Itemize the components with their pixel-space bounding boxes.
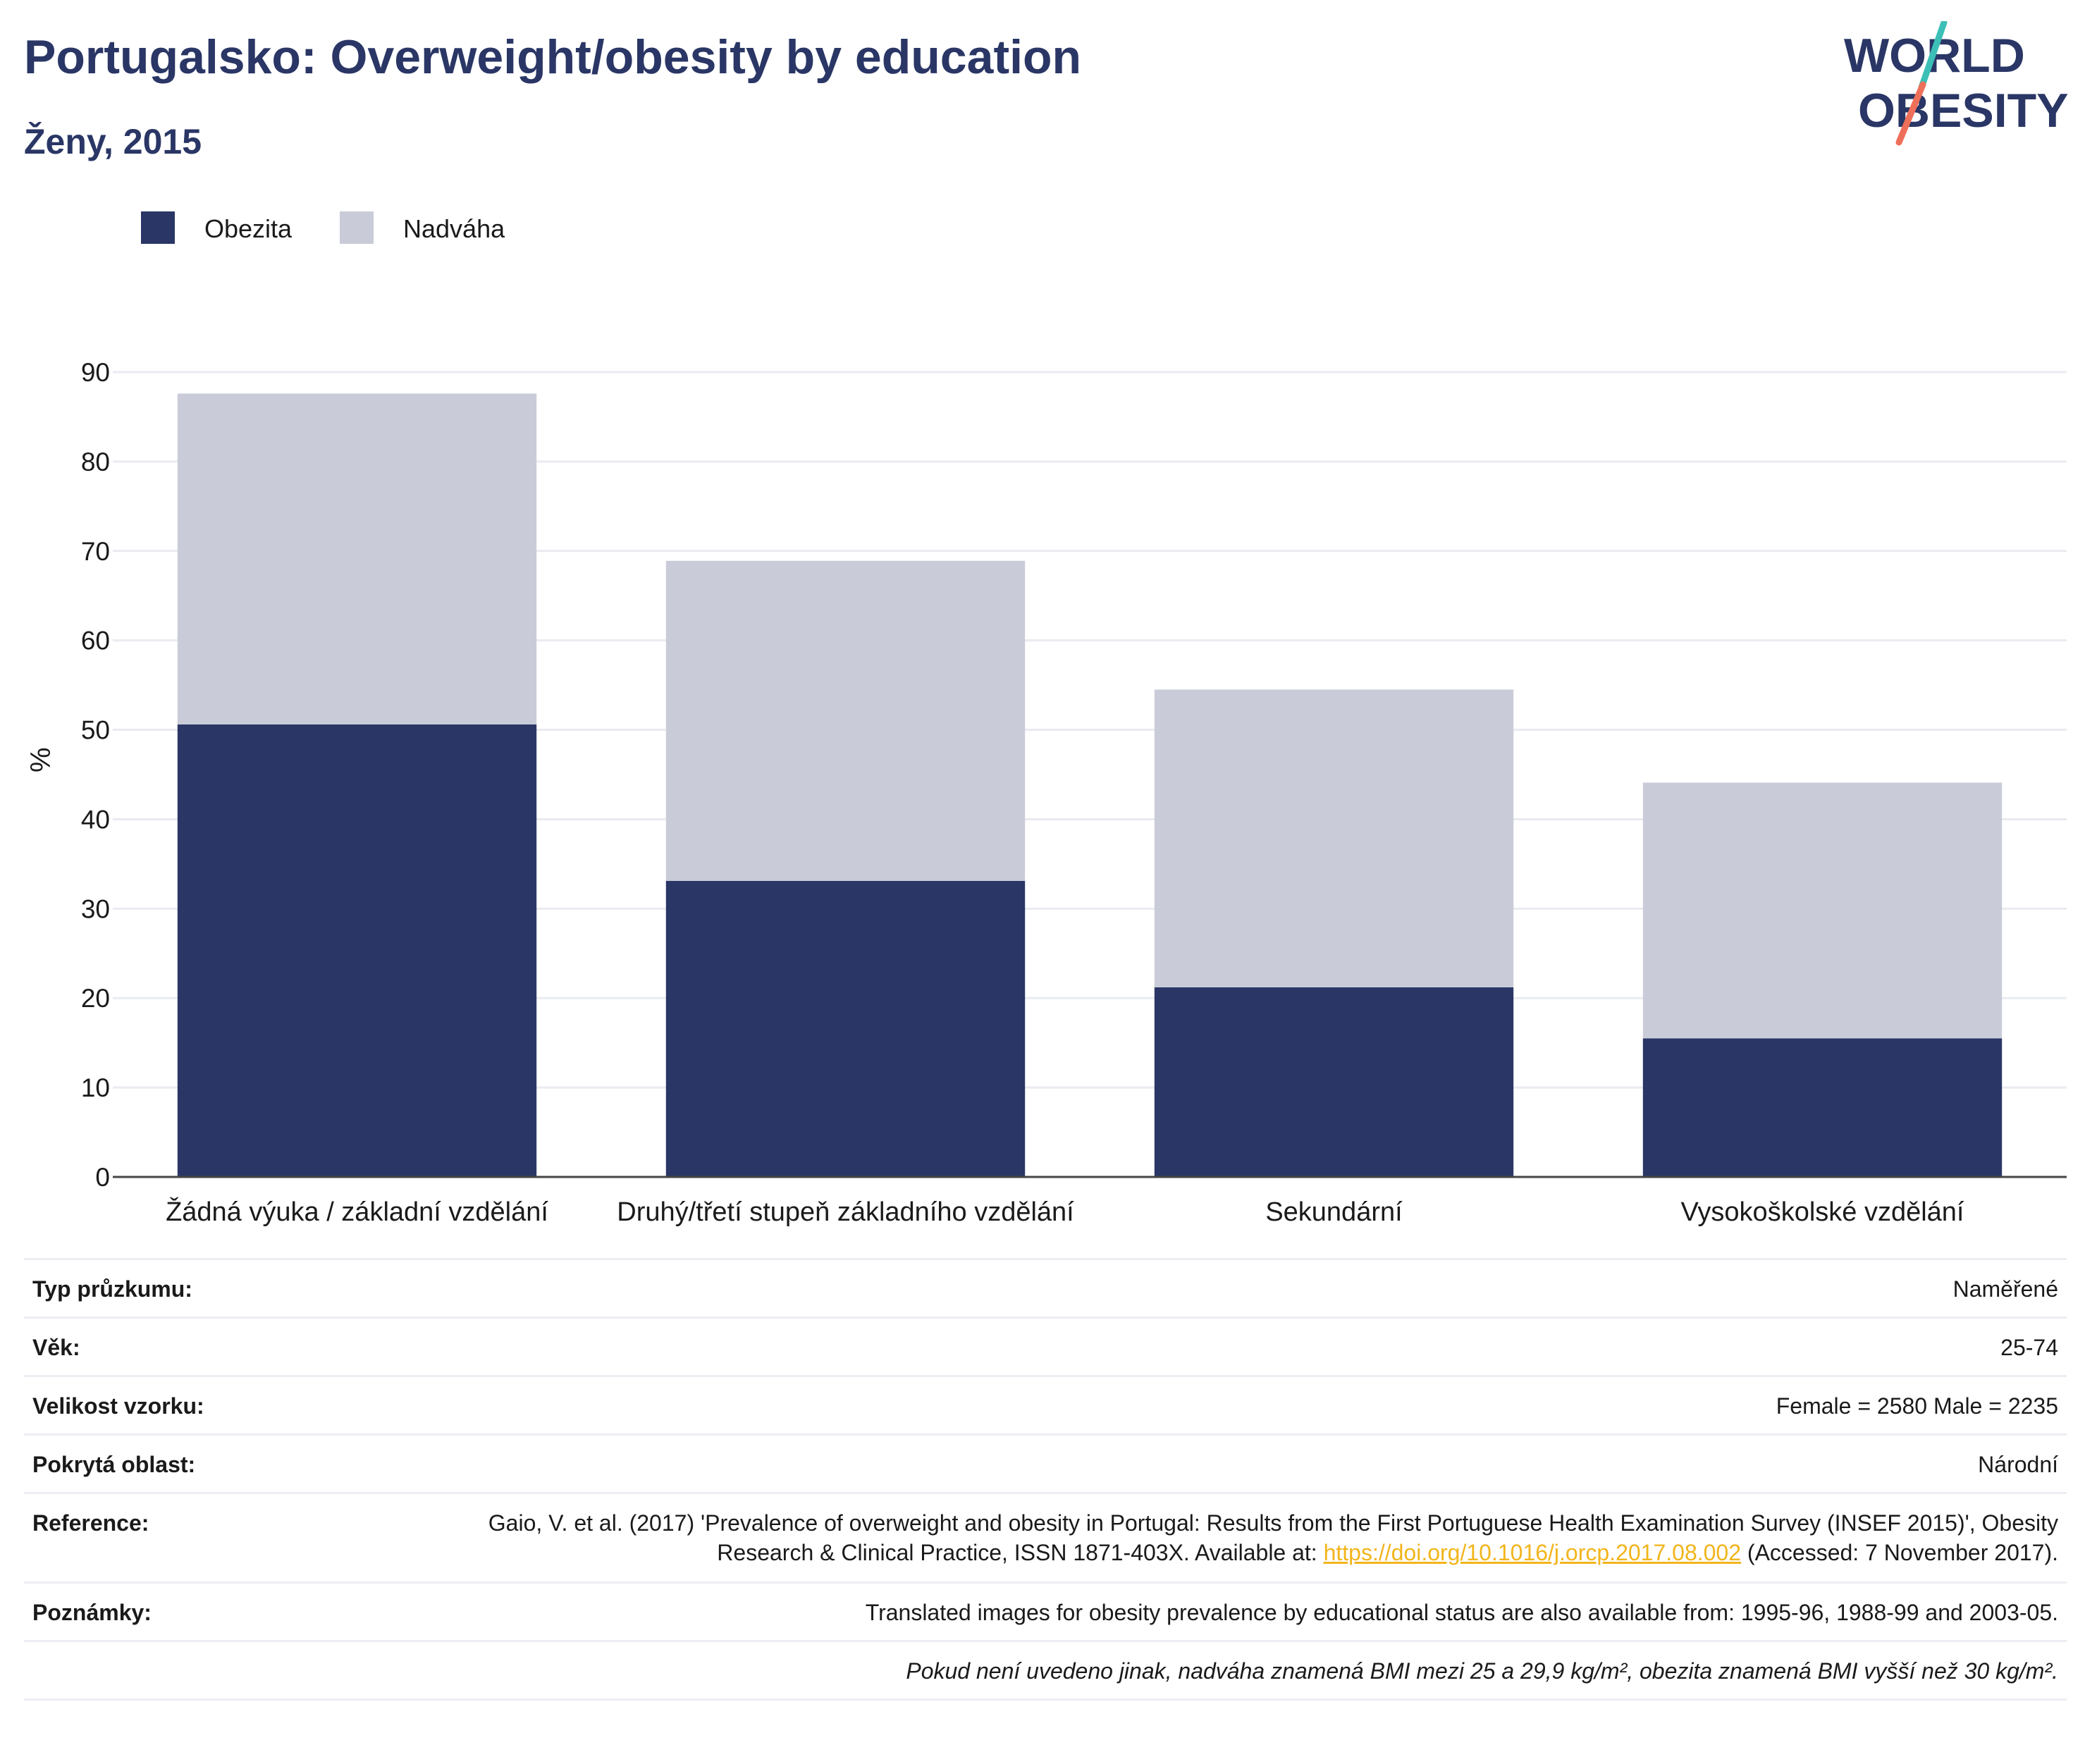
info-key-area: Pokrytá oblast: xyxy=(32,1452,196,1477)
info-row-age: Věk: 25-74 xyxy=(24,1316,2067,1375)
info-key-age: Věk: xyxy=(32,1335,80,1360)
bar-obezita[interactable] xyxy=(1154,987,1514,1177)
x-tick-label: Druhý/třetí stupeň základního vzdělání xyxy=(617,1197,1074,1226)
legend-swatch-nadvaha xyxy=(340,211,374,244)
info-row-reference: Reference: Gaio, V. et al. (2017) 'Preva… xyxy=(24,1492,2067,1581)
info-value-notes: Translated images for obesity prevalence… xyxy=(865,1600,2058,1625)
y-tick-label: 30 xyxy=(81,894,110,923)
info-value-sample-size: Female = 2580 Male = 2235 xyxy=(1776,1393,2058,1419)
bar-nadvaha[interactable] xyxy=(177,393,537,724)
info-key-notes: Poznámky: xyxy=(32,1600,152,1625)
definition-footnote: Pokud není uvedeno jinak, nadváha znamen… xyxy=(906,1658,2058,1684)
survey-info-table: Typ průzkumu: Naměřené Věk: 25-74 Veliko… xyxy=(24,1258,2067,1701)
bar-chart: 0 10 20 30 40 50 60 70 80 90 Žádná výuka / základn… xyxy=(81,358,2067,1226)
info-key-survey-type: Typ průzkumu: xyxy=(32,1276,192,1302)
y-tick-label: 60 xyxy=(81,627,110,655)
info-row-survey-type: Typ průzkumu: Naměřené xyxy=(24,1258,2067,1316)
legend-label-nadvaha: Nadváha xyxy=(403,214,505,243)
bar-nadvaha[interactable] xyxy=(665,560,1026,881)
info-value-survey-type: Naměřené xyxy=(1952,1276,2058,1302)
info-value-area: Národní xyxy=(1978,1452,2058,1477)
info-key-sample-size: Velikost vzorku: xyxy=(32,1393,204,1419)
info-row-notes: Poznámky: Translated images for obesity … xyxy=(24,1581,2067,1640)
y-tick-label: 0 xyxy=(95,1163,110,1192)
y-tick-label: 40 xyxy=(81,805,110,834)
bar-obezita[interactable] xyxy=(1642,1038,2003,1177)
y-tick-label: 80 xyxy=(81,448,110,476)
legend-swatch-obezita xyxy=(141,211,175,244)
reference-accessed: (Accessed: 7 November 2017). xyxy=(1741,1540,2058,1565)
info-key-reference: Reference: xyxy=(32,1510,149,1536)
reference-text: Gaio, V. et al. (2017) 'Prevalence of ov… xyxy=(488,1510,2058,1565)
bar-nadvaha[interactable] xyxy=(1154,689,1514,987)
bar-obezita[interactable] xyxy=(665,880,1026,1177)
y-tick-label: 20 xyxy=(81,984,110,1013)
legend-label-obezita: Obezita xyxy=(204,214,293,243)
info-bottom-divider xyxy=(24,1698,2067,1701)
info-row-sample-size: Velikost vzorku: Female = 2580 Male = 22… xyxy=(24,1375,2067,1433)
x-tick-label: Sekundární xyxy=(1265,1197,1403,1226)
bar-nadvaha[interactable] xyxy=(1642,782,2003,1039)
y-tick-label: 70 xyxy=(81,537,110,566)
bar-obezita[interactable] xyxy=(177,724,537,1177)
info-row-footnote: Pokud není uvedeno jinak, nadváha znamen… xyxy=(24,1640,2067,1698)
x-tick-label: Vysokoškolské vzdělání xyxy=(1680,1197,1964,1226)
logo-slash-teal xyxy=(1918,21,1948,91)
y-tick-label: 50 xyxy=(81,716,110,745)
info-value-reference: Gaio, V. et al. (2017) 'Prevalence of ov… xyxy=(24,1494,2067,1581)
y-tick-label: 90 xyxy=(81,358,110,387)
info-row-area: Pokrytá oblast: Národní xyxy=(24,1433,2067,1492)
logo-slash-coral xyxy=(1895,81,1926,146)
logo-line-2: OBESITY xyxy=(1858,84,2069,137)
y-tick-label: 10 xyxy=(81,1073,110,1102)
info-value-age: 25-74 xyxy=(2000,1335,2058,1360)
chart-title: Portugalsko: Overweight/obesity by educa… xyxy=(24,30,1082,84)
world-obesity-logo: WORLD OBESITY xyxy=(1844,21,2069,146)
x-tick-label: Žádná výuka / základní vzdělání xyxy=(166,1197,548,1226)
reference-link[interactable]: https://doi.org/10.1016/j.orcp.2017.08.0… xyxy=(1323,1540,1742,1565)
chart-subtitle: Ženy, 2015 xyxy=(24,122,202,161)
